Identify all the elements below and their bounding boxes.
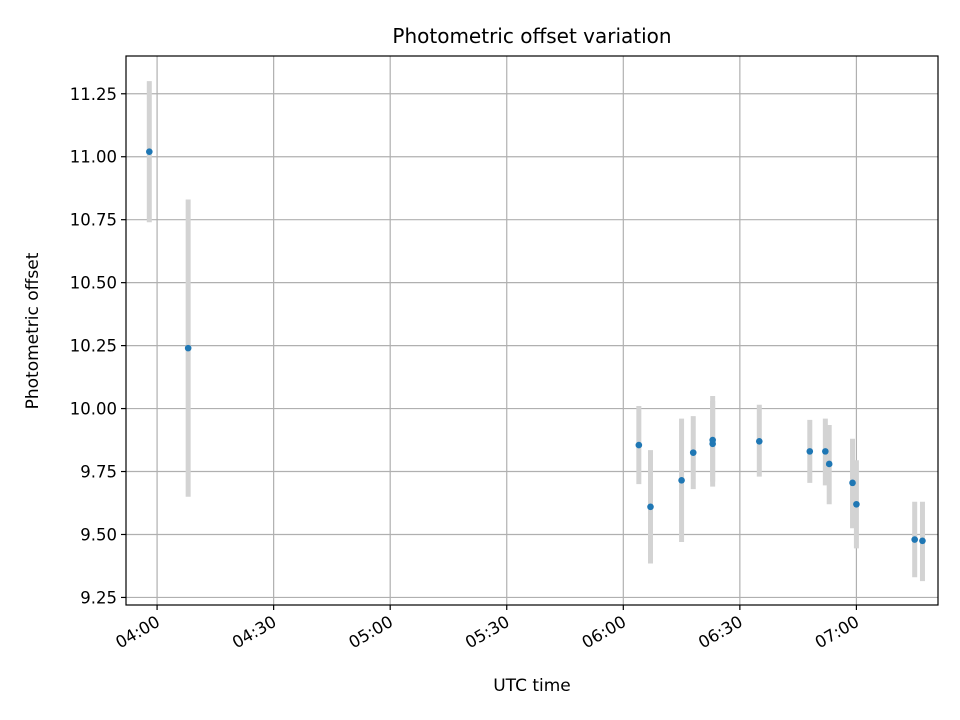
y-tick-label: 9.50 <box>80 525 117 544</box>
x-axis-title: UTC time <box>493 676 571 696</box>
data-point <box>822 448 829 455</box>
y-tick-label: 10.50 <box>70 274 117 293</box>
data-point <box>919 537 926 545</box>
y-tick-label: 10.75 <box>70 211 117 230</box>
data-point <box>146 148 153 155</box>
x-tick-label: 06:30 <box>695 612 746 652</box>
data-point <box>635 441 643 449</box>
x-tick-label: 04:30 <box>229 612 280 652</box>
data-point <box>911 536 918 543</box>
plot-frame <box>125 55 939 606</box>
y-tick-label: 9.75 <box>80 463 117 482</box>
grid-layer <box>126 56 938 605</box>
data-point <box>689 449 697 456</box>
data-point <box>709 436 716 444</box>
y-axis-title: Photometric offset <box>23 252 43 409</box>
data-point <box>825 460 833 468</box>
chart-title: Photometric offset variation <box>392 24 671 48</box>
data-point <box>647 503 654 511</box>
x-tick-label: 05:30 <box>462 612 513 652</box>
x-tick-label: 04:00 <box>112 612 163 652</box>
data-point <box>755 438 763 445</box>
point-layer <box>146 148 926 545</box>
y-tick-label: 11.25 <box>70 85 117 104</box>
data-point <box>849 479 856 487</box>
data-point <box>678 477 685 484</box>
x-tick-label: 07:00 <box>812 612 863 652</box>
x-tick-label: 05:00 <box>346 612 397 652</box>
y-tick-label: 9.25 <box>80 588 117 607</box>
data-point <box>184 344 192 352</box>
y-tick-label: 11.00 <box>70 148 117 167</box>
x-tick-label: 06:00 <box>579 612 630 652</box>
data-point <box>853 500 860 508</box>
data-point <box>806 448 814 455</box>
y-tick-label: 10.25 <box>70 337 117 356</box>
y-tick-label: 10.00 <box>70 400 117 419</box>
